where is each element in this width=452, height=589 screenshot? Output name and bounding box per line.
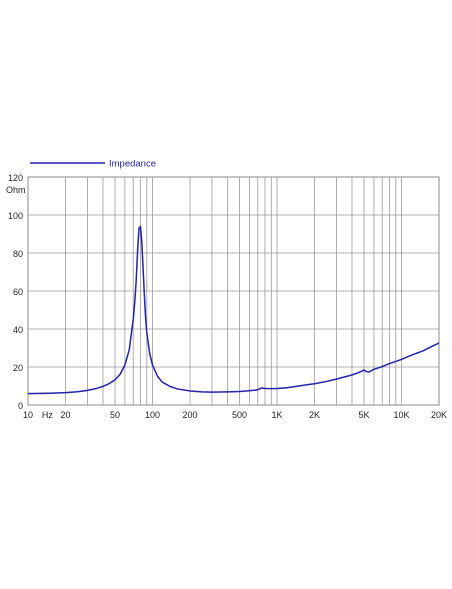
legend: Impedance [30,159,156,170]
axes: 0 20 40 60 80 100 120 Ohm 10 20 50 100 200 500 1K 2K 5K 1… [6,173,447,420]
y-tick-label: 0 [18,401,23,411]
x-tick-label: 10 [23,410,33,420]
y-tick-label: 60 [13,287,23,297]
grid [27,176,440,406]
x-unit-label: Hz [42,410,53,420]
y-tick-label: 100 [8,211,23,221]
x-tick-label: 500 [232,410,247,420]
x-tick-label: 200 [182,410,197,420]
series-layer [27,225,440,395]
x-tick-label: 20 [60,410,70,420]
y-tick-label: 20 [13,363,23,373]
y-tick-label: 120 [8,173,23,183]
x-tick-label: 1K [272,410,283,420]
x-tick-label: 2K [309,410,320,420]
x-tick-label: 100 [145,410,160,420]
x-tick-label: 50 [110,410,120,420]
x-tick-label: 20K [431,410,447,420]
x-tick-label: 5K [359,410,370,420]
x-tick-label: 10K [394,410,410,420]
y-tick-label: 40 [13,325,23,335]
y-unit-label: Ohm [6,185,26,195]
series-line-impedance [27,225,440,395]
y-tick-label: 80 [13,249,23,259]
legend-label: Impedance [109,159,156,170]
